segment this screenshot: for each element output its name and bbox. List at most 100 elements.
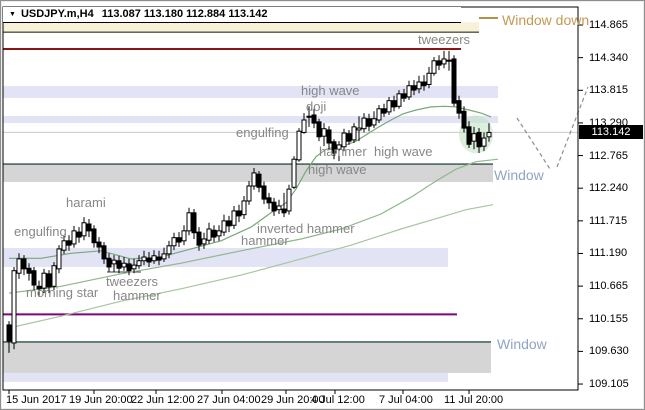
candle-body [196,231,202,246]
candle-body [436,60,442,66]
candle-body [426,72,432,85]
candle-body [296,130,302,161]
candle-body [481,137,487,147]
candle-body [381,108,387,114]
ma-slow-line [8,204,494,329]
ma-medium-line [8,158,499,294]
candle-body [171,237,177,247]
time-axis-label: 11 Jul 20:00 [444,394,504,406]
candle-body [31,270,37,286]
candle-body [121,262,127,268]
candle-body [106,257,112,268]
candle-body [126,263,132,272]
candle-body [136,260,142,267]
window-down-marker-line [479,17,498,19]
candle-body [471,133,477,142]
time-axis-label: 15 Jun 2017 [6,394,67,406]
candle-body [111,259,117,265]
candle-body [371,118,377,126]
candle-body [61,240,67,251]
candle-body [16,258,22,274]
price-axis-label: 114.865 [589,19,628,31]
price-axis-label: 109.630 [589,345,629,358]
candle-body [366,118,372,127]
candle-body [146,257,152,263]
candle-body [181,230,187,242]
candle-body [71,230,77,245]
candle-body [66,240,72,246]
candle-body [421,81,427,87]
window-down-zone [3,22,479,33]
window-zone-bottom [3,341,491,373]
candle-body [226,220,232,227]
time-axis-label: 27 Jun 04:00 [197,394,261,406]
candle-body [271,201,277,212]
chart-titlebar[interactable]: ▼ USDJPY.m,H4 113.087 113.180 112.884 113.… [3,7,461,23]
candle-body [76,231,82,238]
candle-body [486,131,492,138]
candle-body [211,229,217,238]
price-axis-label: 111.190 [589,247,628,260]
time-axis-label: 22 Jun 12:00 [131,394,195,406]
candle-body [96,241,102,248]
candle-body [131,264,137,270]
candle-body [276,205,282,211]
candle-body [216,230,222,237]
candle-body [316,121,322,138]
candle-body [166,245,172,255]
forecast-up-leg [556,86,589,168]
candle-body [86,223,92,232]
candle-body [266,197,272,204]
candle-body [176,237,182,243]
candle-body [116,260,122,269]
support-zone-low [3,372,448,382]
candle-body [326,129,332,144]
candle-body [386,100,392,113]
candle-body [141,256,147,262]
time-axis-label: 29 Jun 20:00 [261,394,325,406]
candle-body [321,128,327,137]
candle-body [301,119,307,133]
candle-body [26,267,32,274]
candle-body [376,108,382,121]
candle-body [291,158,297,188]
candle-body [461,110,467,129]
ma-fast-line [9,105,492,260]
candle-body [261,185,267,200]
candle-body [46,273,52,288]
candle-body [151,255,157,262]
current-price-badge: 113.142 [579,125,643,140]
candle-body [351,126,357,141]
candle-body [186,212,192,232]
window-zone-mid [3,164,493,182]
chevron-down-icon[interactable]: ▼ [9,11,16,18]
candle-body [206,228,212,241]
ohlc-values: 113.087 113.180 112.884 113.142 [101,8,268,20]
candle-body [251,172,257,187]
price-axis-label: 111.715 [589,214,628,227]
candle-body [6,324,12,342]
candle-body [201,238,207,245]
candle-body [416,81,422,90]
support-zone [3,247,448,267]
time-axis-label: 7 Jul 04:00 [379,394,433,406]
high-wave-zone-upper [3,86,498,98]
candle-body [161,253,167,260]
candle-body [336,144,342,150]
candle-body [306,115,312,118]
candle-body [221,220,227,233]
time-axis-label: 19 Jun 20:00 [69,394,133,406]
candle-body [446,59,452,62]
candle-body [91,228,97,244]
price-axis-label: 112.240 [589,182,628,195]
candle-body [466,126,472,145]
price-axis-label: 112.765 [589,149,628,162]
candle-body [346,133,352,142]
candle-body [101,245,107,260]
forecast-down-leg [516,117,551,170]
high-wave-zone-lower [3,115,498,124]
price-axis-label: 110.665 [589,280,628,293]
candle-body [431,60,437,74]
price-axis-label: 110.155 [589,312,628,325]
